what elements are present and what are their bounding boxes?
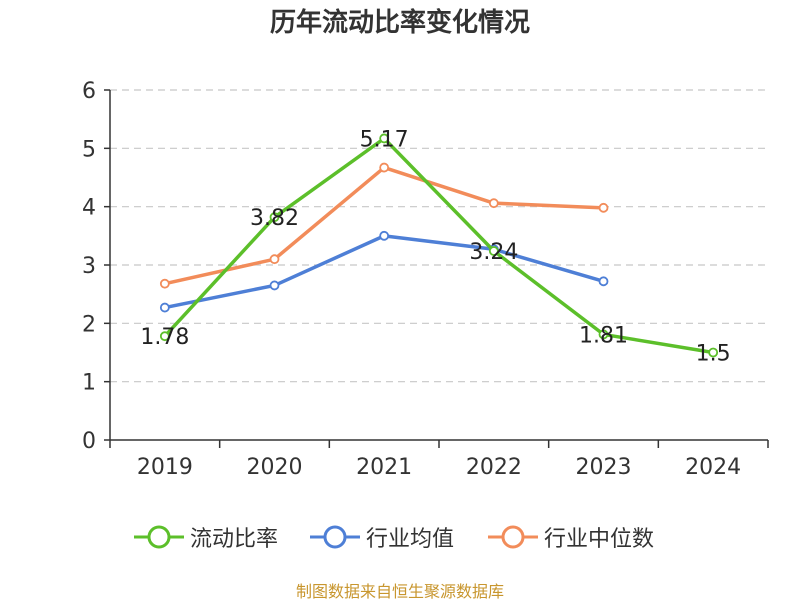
chart-legend: 流动比率 行业均值 行业中位数 (0, 520, 800, 554)
y-tick-label: 0 (82, 429, 96, 454)
data-point-0 (379, 133, 390, 144)
data-point-0 (598, 329, 609, 340)
data-label: 1.81 (579, 323, 628, 348)
legend-item[interactable]: 行业均值 (310, 520, 454, 554)
data-point-2 (159, 278, 170, 289)
x-tick-label: 2023 (576, 455, 632, 480)
legend-item[interactable]: 行业中位数 (488, 520, 654, 554)
y-tick-label: 5 (82, 137, 96, 162)
legend-marker-icon (488, 525, 538, 549)
y-tick-label: 6 (82, 79, 96, 104)
data-point-2 (379, 162, 390, 173)
data-label: 1.78 (140, 325, 189, 350)
legend-label: 流动比率 (190, 527, 279, 552)
legend-item[interactable]: 流动比率 (134, 520, 278, 554)
data-label: 3.24 (469, 240, 518, 265)
data-point-1 (598, 276, 609, 287)
chart-title: 历年流动比率变化情况 (269, 8, 530, 38)
x-tick-label: 2024 (685, 455, 741, 480)
x-tick-label: 2021 (356, 455, 412, 480)
legend-marker-icon (310, 525, 360, 549)
data-point-2 (488, 198, 499, 209)
x-tick-label: 2022 (466, 455, 522, 480)
x-tick-label: 2020 (247, 455, 303, 480)
data-point-1 (269, 280, 280, 291)
data-point-2 (598, 202, 609, 213)
data-point-0 (159, 331, 170, 342)
legend-marker-icon (134, 525, 184, 549)
data-point-0 (269, 212, 280, 223)
data-label: 5.17 (360, 127, 409, 152)
data-point-0 (708, 347, 719, 358)
data-point-1 (379, 230, 390, 241)
data-label: 1.5 (696, 342, 731, 367)
y-tick-label: 1 (82, 371, 96, 396)
data-point-1 (159, 302, 170, 313)
legend-label: 行业均值 (366, 527, 455, 552)
series-line-1 (164, 234, 604, 310)
series-line-0 (163, 136, 714, 355)
legend-label: 行业中位数 (544, 527, 655, 552)
data-point-0 (488, 246, 499, 256)
line-chart: 0 1 2 3 4 5 6 2019 2020 2021 2022 2023 2024 1.78 3.82 5… (82, 79, 769, 480)
y-tick-label: 2 (82, 312, 96, 337)
data-point-2 (269, 254, 280, 265)
data-label: 3.82 (250, 206, 299, 231)
x-tick-label: 2019 (137, 455, 193, 480)
y-tick-label: 4 (82, 196, 96, 221)
y-tick-label: 3 (82, 254, 96, 279)
source-footer: 制图数据来自恒生聚源数据库 (295, 582, 504, 601)
